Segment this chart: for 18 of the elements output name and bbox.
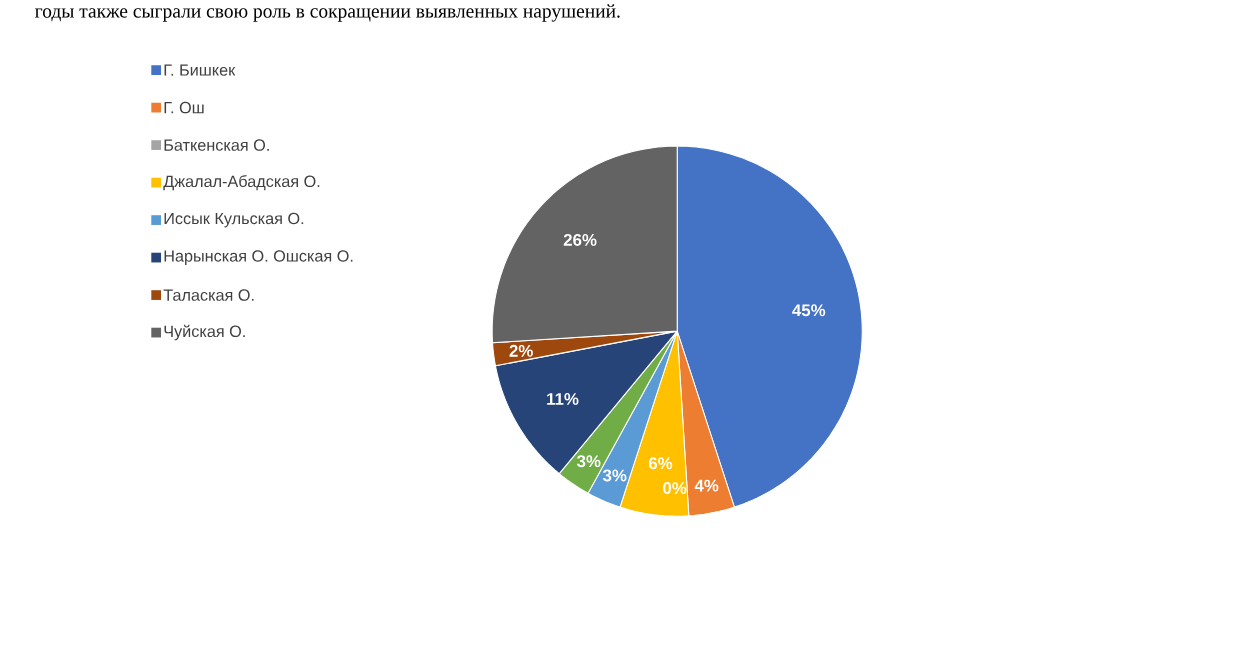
legend-label: Джалал-Абадская О.: [163, 174, 320, 191]
legend-label: Г. Бишкек: [164, 64, 236, 76]
text: годы также сыграли свою роль в сокращении выявленных нарушений.: [35, 4, 620, 22]
data-label: 3%: [602, 469, 627, 482]
legend-label: Талаская О.: [163, 289, 254, 301]
data-label: 2%: [509, 344, 533, 357]
data-label: 11%: [547, 392, 579, 405]
data-label: 4%: [694, 479, 719, 492]
legend-label: Нарынская О. Ошская О.: [164, 250, 353, 265]
legend-label: Чуйская О.: [164, 324, 245, 341]
data-label: 26%: [563, 233, 597, 246]
data-label: 6%: [648, 457, 673, 470]
legend-label: Г. Ош: [164, 101, 204, 114]
legend-label: Баткенская О.: [164, 139, 269, 151]
legend-label: Иссык Кульская О.: [164, 212, 304, 228]
text: 0%: [663, 481, 687, 494]
data-label: 45%: [792, 304, 826, 317]
data-label: 3%: [576, 455, 601, 468]
